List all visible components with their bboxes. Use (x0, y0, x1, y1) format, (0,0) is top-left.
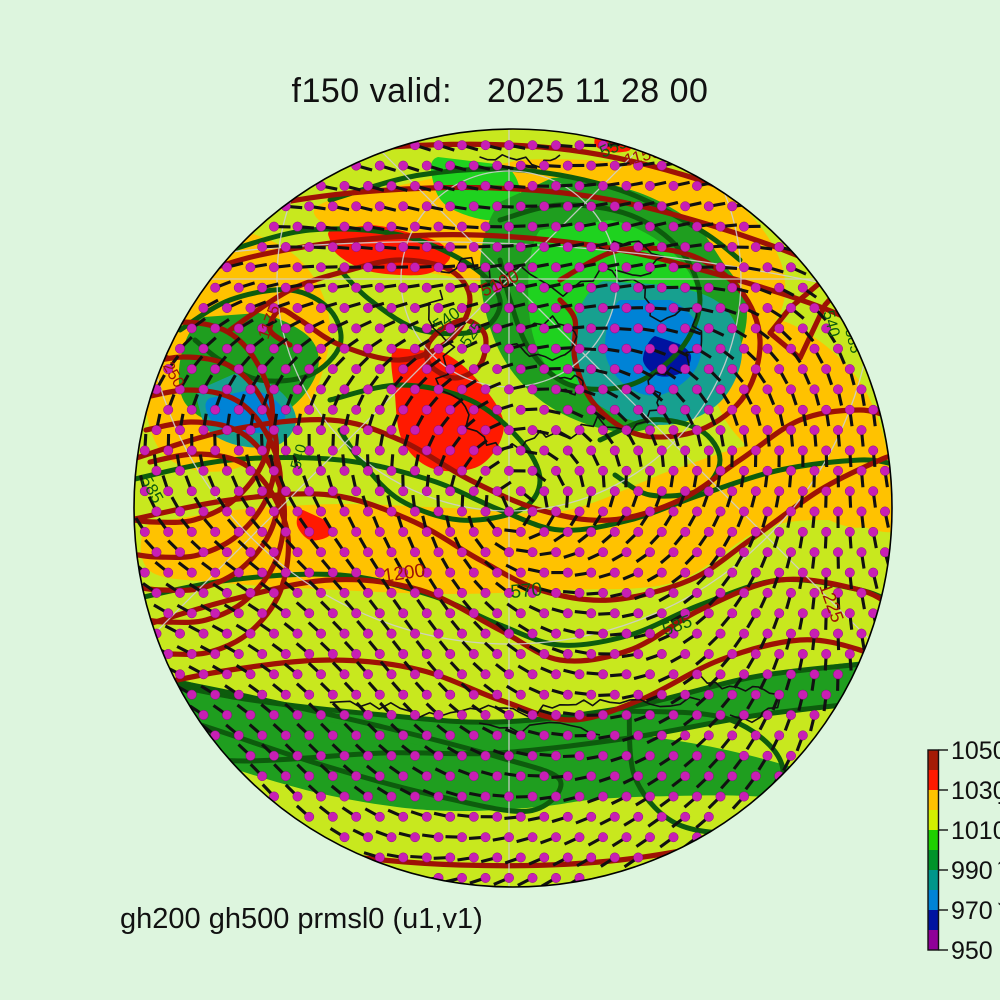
svg-text:1030: 1030 (951, 777, 1000, 805)
svg-text:990: 990 (951, 857, 993, 885)
svg-text:1050: 1050 (951, 737, 1000, 765)
svg-text:970: 970 (951, 897, 993, 925)
svg-text:1010: 1010 (951, 817, 1000, 845)
svg-text:950: 950 (951, 937, 993, 965)
svg-text:570: 570 (510, 579, 543, 603)
